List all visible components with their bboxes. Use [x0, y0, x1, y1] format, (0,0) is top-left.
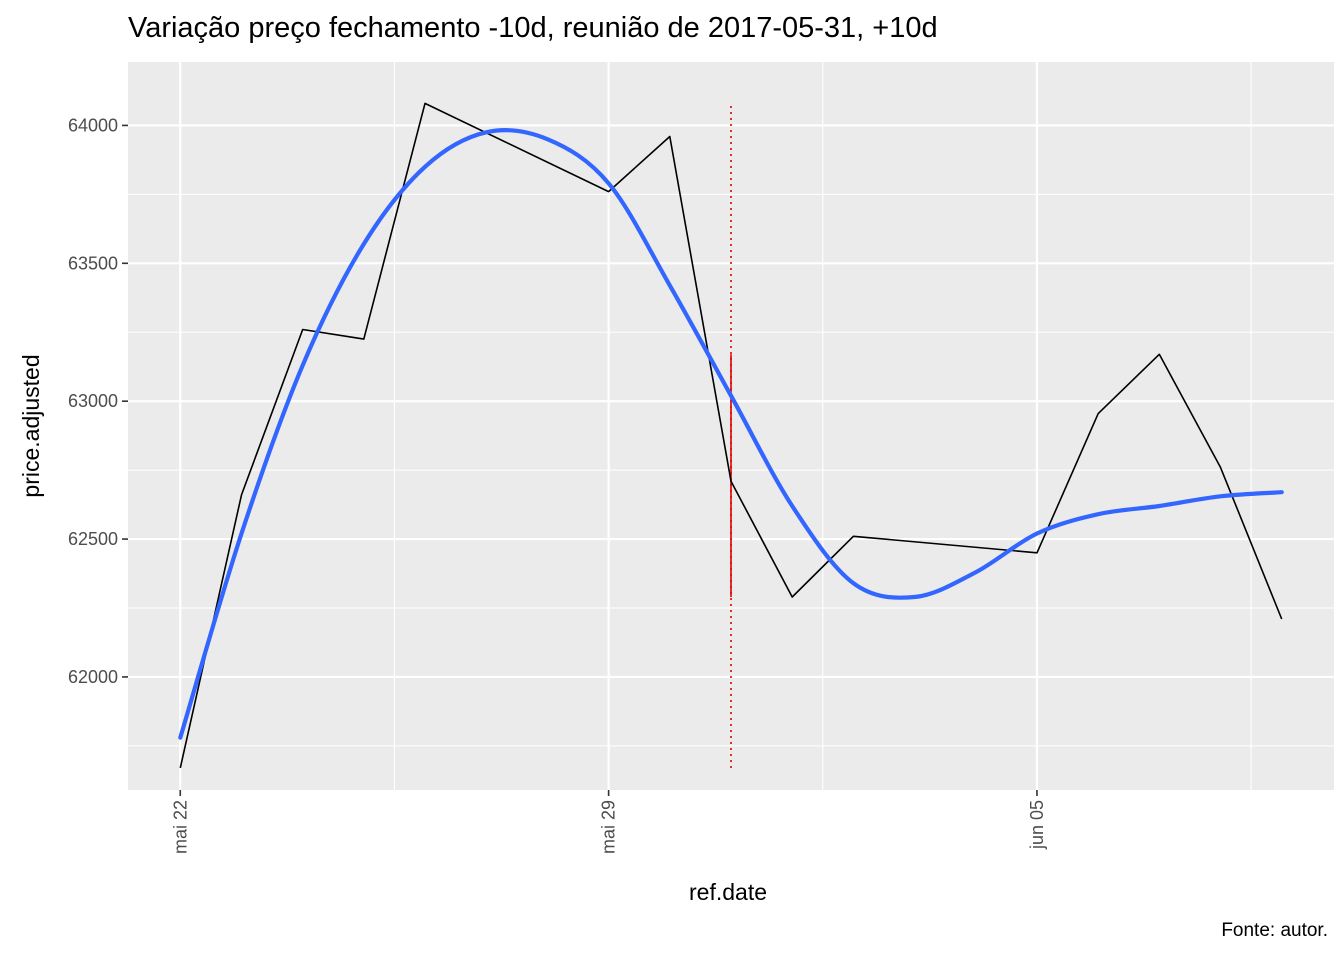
x-tick-label: mai 29: [599, 800, 619, 854]
y-tick-label: 62000: [68, 667, 118, 687]
axes: 62000 62500 63000 63500 64000 mai 22 mai 29 jun…: [68, 115, 1047, 854]
x-tick-label: jun 05: [1027, 800, 1047, 850]
y-tick-label: 62500: [68, 529, 118, 549]
chart-title: Variação preço fechamento -10d, reunião …: [128, 12, 938, 44]
chart-caption: Fonte: autor.: [1221, 920, 1328, 941]
y-tick-label: 63500: [68, 253, 118, 273]
y-axis-title: price.adjusted: [18, 354, 44, 497]
x-tick-label: mai 22: [170, 800, 190, 854]
smooth-trend-line: [178, 128, 1284, 740]
series-layer: [178, 102, 1284, 769]
y-tick-label: 64000: [68, 115, 118, 135]
price-series-line: [179, 102, 1283, 769]
x-axis-title: ref.date: [689, 879, 767, 905]
y-tick-label: 63000: [68, 391, 118, 411]
